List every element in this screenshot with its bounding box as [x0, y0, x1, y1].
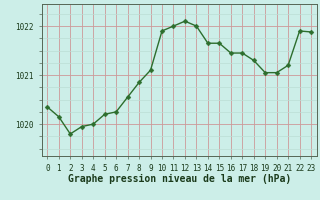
X-axis label: Graphe pression niveau de la mer (hPa): Graphe pression niveau de la mer (hPa): [68, 174, 291, 184]
